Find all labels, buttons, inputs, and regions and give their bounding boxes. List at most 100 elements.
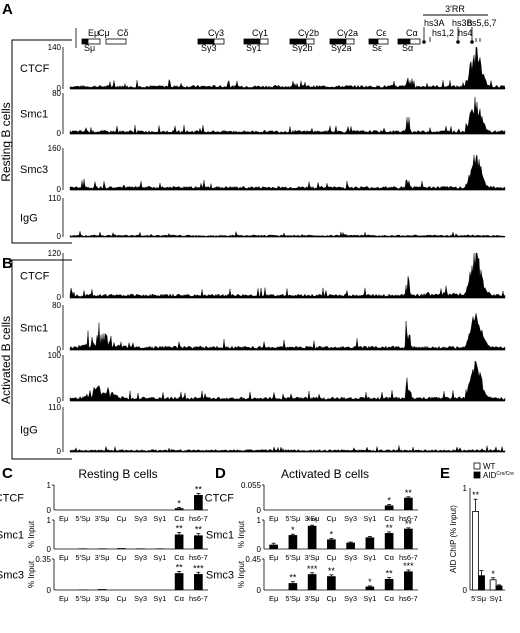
hs-label: hs3B	[452, 18, 473, 28]
y-axis-label: % Input	[237, 560, 246, 588]
significance-mark: **	[176, 562, 184, 572]
category-label: Eμ	[269, 594, 278, 603]
locus-segment	[289, 38, 307, 45]
track-ymax-label: 160	[48, 144, 62, 153]
y-max-label: 1	[47, 516, 52, 525]
category-label: 5'Sμ	[75, 553, 90, 562]
legend-label-wt: WT	[483, 462, 496, 471]
significance-mark: *	[491, 569, 495, 579]
category-label: 5'Sμ	[285, 594, 300, 603]
category-label: Cμ	[117, 594, 127, 603]
bar	[117, 548, 126, 549]
track-name: Smc1	[20, 323, 48, 335]
category-label: Sγ1	[490, 594, 503, 603]
locus-segment	[377, 38, 389, 45]
y-max-label: 0.055	[241, 481, 262, 490]
bar	[78, 548, 88, 549]
track-signal	[69, 252, 506, 299]
bar-row-smc1: Smc1% Input10Eμ5'Sμ3'SμCμSγ3Sγ1**Cα**hs6…	[0, 516, 208, 562]
track-name: Smc3	[20, 164, 48, 176]
legend-swatch-wt	[473, 462, 481, 470]
track-signal	[69, 445, 506, 453]
track-ymin-label: 0	[57, 185, 62, 194]
locus-top-label: Eμ	[88, 28, 99, 38]
significance-mark: ***	[307, 516, 318, 526]
significance-mark: **	[472, 490, 480, 500]
category-label: Sγ3	[344, 594, 357, 603]
y-max-label: 0.35	[35, 555, 51, 564]
bar	[327, 576, 336, 590]
category-label: Sγ3	[134, 594, 147, 603]
significance-mark: *	[330, 530, 334, 540]
y-axis-label: % Input	[27, 520, 36, 548]
bar-aid	[478, 575, 485, 591]
locus-bottom-label: Sε	[372, 43, 382, 53]
track-smc3: 160 0 Smc3	[20, 144, 506, 194]
track-ymax-label: 80	[52, 89, 61, 98]
track-ymin-label: 0	[57, 447, 62, 456]
bar	[384, 505, 394, 510]
panel-letter-c: C	[2, 465, 13, 482]
locus-segment	[397, 38, 411, 45]
significance-mark: **	[195, 525, 203, 535]
track-name: Smc1	[20, 109, 48, 121]
bar	[194, 495, 203, 510]
y-min-label: 0	[257, 506, 262, 515]
locus-bottom-label: Sγ1	[246, 43, 262, 53]
significance-mark: ***	[307, 564, 318, 574]
locus-segment	[81, 38, 89, 45]
significance-mark: *	[177, 499, 181, 509]
bar	[288, 583, 298, 590]
hs-label: hs5,6,7	[467, 18, 497, 28]
category-label: 5'Sμ	[75, 514, 90, 523]
significance-mark: ***	[403, 561, 414, 571]
bar	[365, 586, 375, 590]
bar	[288, 535, 298, 549]
category-label: hs6-7	[189, 594, 208, 603]
y-axis-label: % Input	[237, 520, 246, 548]
category-label: Sγ1	[363, 594, 376, 603]
track-name: IgG	[20, 425, 38, 437]
track-igg: 110 0 IgG	[20, 403, 506, 456]
track-ymax-label: 140	[48, 43, 62, 52]
track-ctcf: 140 0 CTCF	[20, 43, 506, 93]
row-name: Smc1	[0, 530, 24, 542]
significance-mark: *	[387, 496, 391, 506]
locus-segment	[329, 38, 347, 45]
bar	[346, 542, 355, 549]
track-ymin-label: 0	[57, 232, 62, 241]
bar	[384, 578, 394, 590]
locus-top-label: Cα	[406, 28, 418, 38]
locus-bottom-label: Sα	[402, 43, 413, 53]
bar	[97, 548, 107, 549]
track-signal	[69, 46, 506, 90]
track-ymin-label: 0	[57, 345, 62, 354]
track-name: CTCF	[20, 63, 50, 75]
y-min-label: 0	[47, 545, 52, 554]
bar-wt	[489, 579, 497, 591]
bar	[307, 525, 317, 549]
category-label: Cα	[174, 514, 184, 523]
significance-mark: **	[386, 569, 394, 579]
row-name: Smc3	[206, 570, 234, 582]
locus-bottom-label: Sμ	[84, 43, 95, 53]
panel-letter-d: D	[215, 465, 226, 482]
track-ymax-label: 100	[48, 351, 62, 360]
bar-aid	[495, 585, 503, 591]
category-label: hs6-7	[189, 553, 208, 562]
category-label: Sγ3	[134, 553, 147, 562]
panel-b-frame: Activated B cells	[0, 259, 72, 460]
track-ymin-label: 0	[57, 293, 62, 302]
locus-segment	[243, 38, 261, 45]
locus-bottom-label: Sγ2b	[292, 43, 313, 53]
track-signal	[69, 96, 506, 135]
hs-label: hs4	[458, 28, 473, 38]
category-label: Cμ	[327, 553, 337, 562]
significance-mark: *	[291, 525, 295, 535]
category-label: Sγ1	[153, 594, 166, 603]
significance-mark: **	[386, 523, 394, 533]
locus-top-label: Cε	[376, 28, 387, 38]
category-label: Sγ3	[344, 514, 357, 523]
track-signal	[69, 313, 506, 351]
locus-segment	[259, 38, 269, 45]
